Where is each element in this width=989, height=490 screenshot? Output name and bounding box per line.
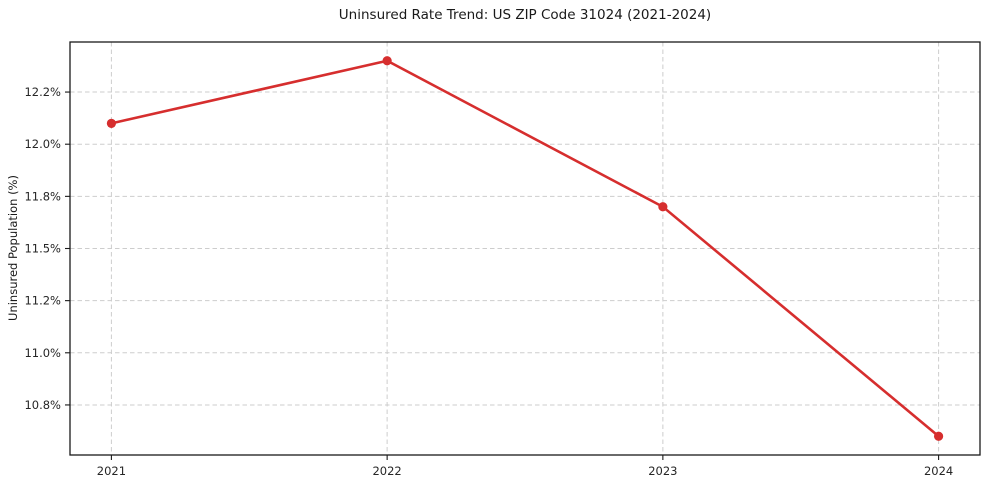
x-tick-label: 2023	[648, 464, 677, 478]
y-tick-label: 11.5%	[24, 242, 61, 256]
y-tick-label: 12.2%	[24, 85, 61, 99]
data-point	[382, 56, 392, 66]
data-point	[106, 118, 117, 128]
x-tick-label: 2022	[372, 464, 401, 478]
plot-border	[69, 41, 981, 456]
data-point	[933, 431, 944, 441]
x-tick-label: 2021	[97, 464, 126, 478]
y-tick-label: 11.0%	[24, 346, 61, 360]
y-tick-label: 11.2%	[24, 294, 61, 308]
y-tick-label: 12.0%	[24, 137, 61, 151]
chart-title: Uninsured Rate Trend: US ZIP Code 31024 …	[338, 7, 712, 23]
x-tick-label: 2024	[924, 464, 953, 478]
y-tick-label: 10.8%	[24, 398, 61, 412]
data-point	[658, 202, 668, 212]
series-line	[111, 59, 940, 438]
y-tick-label: 11.8%	[24, 189, 61, 203]
